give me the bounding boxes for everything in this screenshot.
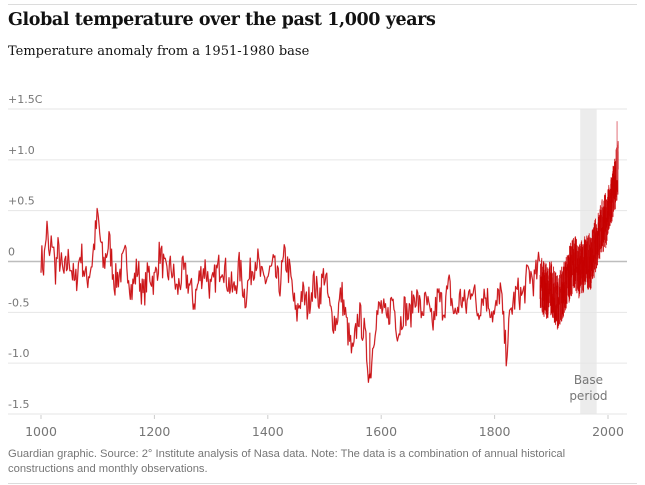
x-tick-label: 1600 [365,424,397,439]
top-rule [8,4,637,5]
y-tick-label: +1.0 [8,144,35,157]
x-tick-label: 1200 [138,424,170,439]
y-tick-label: -0.5 [8,296,29,309]
base-period-label-line1: Base [574,373,603,387]
y-tick-label: -1.0 [8,347,29,360]
x-tick-label: 1800 [479,424,511,439]
x-tick-label: 1400 [252,424,284,439]
y-tick-label: +0.5 [8,195,35,208]
y-tick-label: 0 [8,246,15,259]
series-observations-line [539,141,619,330]
chart-title: Global temperature over the past 1,000 y… [8,10,436,30]
chart-canvas: 1000 1200 1400 1600 1800 2000 +1.5C +1.0 +0.5 0 -… [8,93,627,439]
y-tick-label: +1.5C [8,93,43,106]
base-period-label-line2: period [569,389,607,403]
x-tick-label: 2000 [592,424,624,439]
source-note: Guardian graphic. Source: 2° Institute a… [8,448,566,475]
bottom-rule [8,483,637,484]
y-tick-label: -1.5 [8,398,29,411]
x-tick-label: 1000 [25,424,57,439]
series-reconstruction-line [40,208,540,383]
chart-subtitle: Temperature anomaly from a 1951-1980 bas… [8,44,310,59]
